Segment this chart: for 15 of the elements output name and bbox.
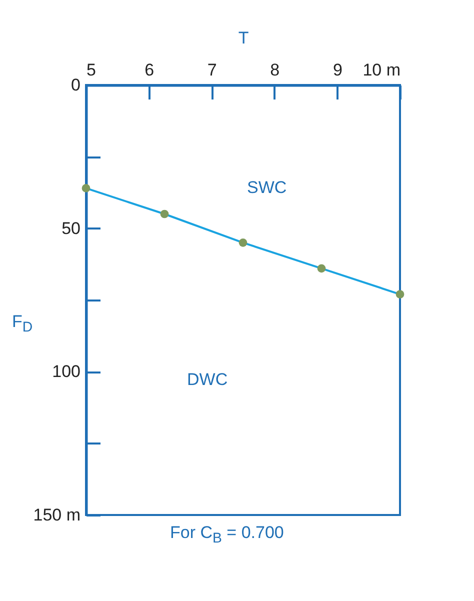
x-tick-label: 9 (332, 60, 342, 80)
x-tick-label: 5 (86, 60, 96, 80)
text: For C$_{B}$ = 0.700 (170, 523, 284, 546)
x-tick-label: 10 m (362, 60, 400, 80)
x-axis-title: T (238, 28, 249, 48)
y-axis-title: F$_{D}$ (12, 312, 33, 336)
y-tick-label: 100 (52, 362, 80, 382)
annotation: SWC (247, 178, 287, 198)
y-tick-label: 50 (62, 218, 80, 238)
annotation: DWC (187, 370, 228, 390)
x-tick-label: 8 (270, 60, 280, 80)
x-tick-label: 6 (144, 60, 154, 80)
y-tick-label: 0 (71, 76, 80, 94)
x-tick-label: 7 (207, 60, 217, 80)
y-tick-label: 150 m (33, 506, 80, 524)
